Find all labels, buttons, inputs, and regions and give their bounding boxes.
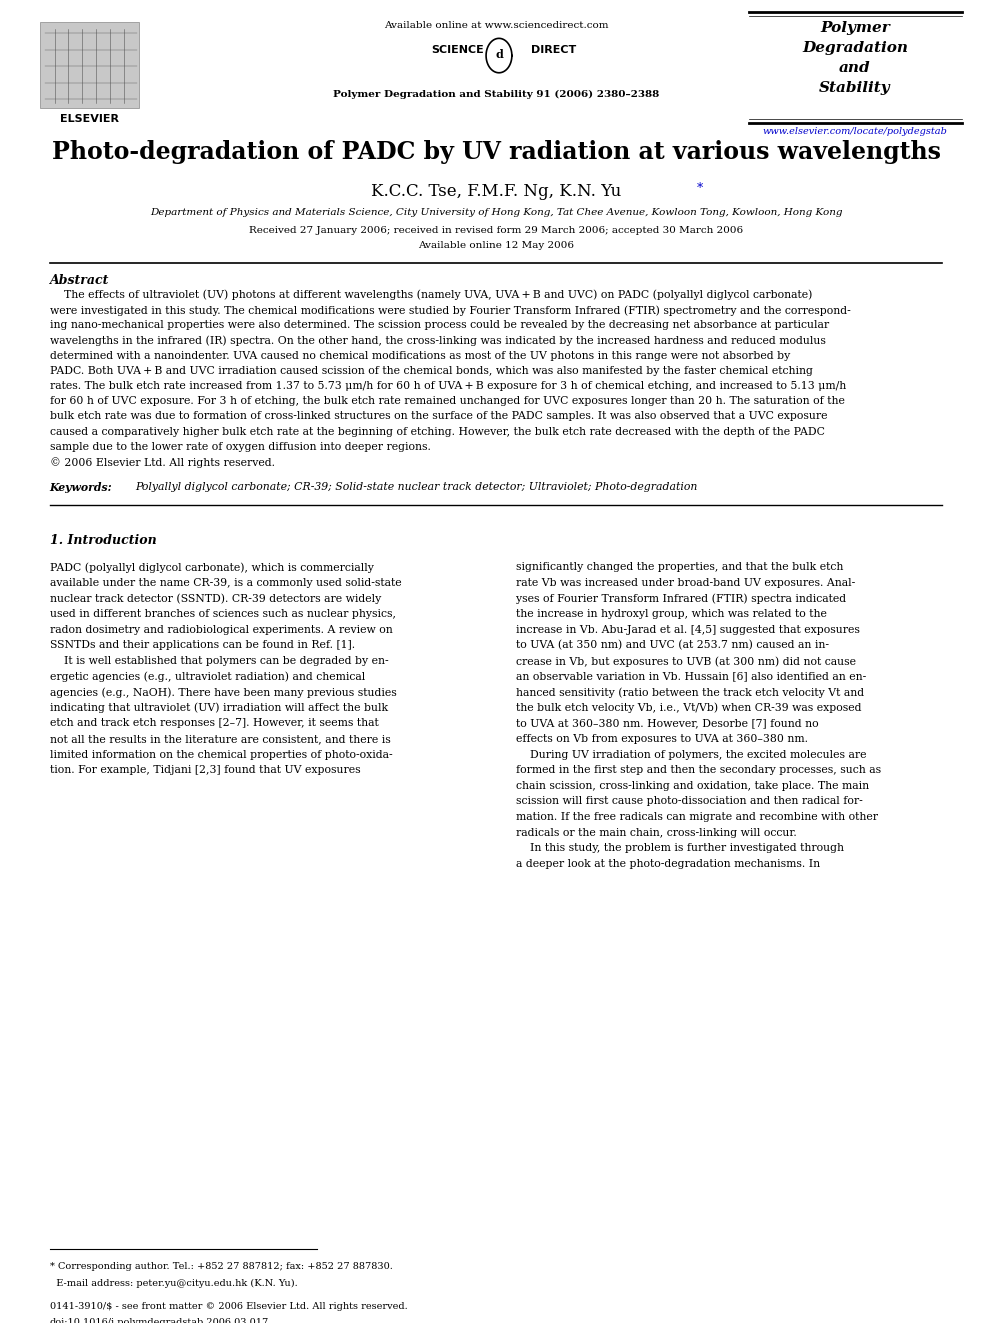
Text: a deeper look at the photo-degradation mechanisms. In: a deeper look at the photo-degradation m… bbox=[516, 859, 820, 869]
Text: ELSEVIER: ELSEVIER bbox=[60, 114, 119, 124]
Text: ergetic agencies (e.g., ultraviolet radiation) and chemical: ergetic agencies (e.g., ultraviolet radi… bbox=[50, 672, 365, 683]
Text: limited information on the chemical properties of photo-oxida-: limited information on the chemical prop… bbox=[50, 750, 392, 759]
Text: agencies (e.g., NaOH). There have been many previous studies: agencies (e.g., NaOH). There have been m… bbox=[50, 687, 397, 697]
Text: bulk etch rate was due to formation of cross-linked structures on the surface of: bulk etch rate was due to formation of c… bbox=[50, 411, 827, 422]
Text: available under the name CR-39, is a commonly used solid-state: available under the name CR-39, is a com… bbox=[50, 578, 401, 587]
Text: Polymer: Polymer bbox=[820, 21, 890, 36]
Text: crease in Vb, but exposures to UVB (at 300 nm) did not cause: crease in Vb, but exposures to UVB (at 3… bbox=[516, 656, 856, 667]
Text: not all the results in the literature are consistent, and there is: not all the results in the literature ar… bbox=[50, 734, 390, 744]
Text: SCIENCE: SCIENCE bbox=[432, 45, 484, 56]
Text: DIRECT: DIRECT bbox=[531, 45, 576, 56]
Text: mation. If the free radicals can migrate and recombine with other: mation. If the free radicals can migrate… bbox=[516, 812, 878, 822]
Text: Degradation: Degradation bbox=[803, 41, 908, 56]
Text: to UVA (at 350 nm) and UVC (at 253.7 nm) caused an in-: to UVA (at 350 nm) and UVC (at 253.7 nm)… bbox=[516, 640, 829, 651]
Text: PADC. Both UVA + B and UVC irradiation caused scission of the chemical bonds, wh: PADC. Both UVA + B and UVC irradiation c… bbox=[50, 365, 812, 376]
Text: caused a comparatively higher bulk etch rate at the beginning of etching. Howeve: caused a comparatively higher bulk etch … bbox=[50, 426, 824, 437]
Text: determined with a nanoindenter. UVA caused no chemical modifications as most of : determined with a nanoindenter. UVA caus… bbox=[50, 351, 790, 361]
Text: significantly changed the properties, and that the bulk etch: significantly changed the properties, an… bbox=[516, 562, 843, 573]
Text: ing nano-mechanical properties were also determined. The scission process could : ing nano-mechanical properties were also… bbox=[50, 320, 828, 331]
Text: Keywords:: Keywords: bbox=[50, 482, 112, 492]
Text: effects on Vb from exposures to UVA at 360–380 nm.: effects on Vb from exposures to UVA at 3… bbox=[516, 734, 807, 744]
Text: Polymer Degradation and Stability 91 (2006) 2380–2388: Polymer Degradation and Stability 91 (20… bbox=[333, 90, 659, 99]
Text: It is well established that polymers can be degraded by en-: It is well established that polymers can… bbox=[50, 656, 388, 665]
Text: were investigated in this study. The chemical modifications were studied by Four: were investigated in this study. The che… bbox=[50, 304, 850, 315]
Text: E-mail address: peter.yu@cityu.edu.hk (K.N. Yu).: E-mail address: peter.yu@cityu.edu.hk (K… bbox=[50, 1279, 298, 1289]
Text: rates. The bulk etch rate increased from 1.37 to 5.73 μm/h for 60 h of UVA + B e: rates. The bulk etch rate increased from… bbox=[50, 381, 846, 392]
Text: Department of Physics and Materials Science, City University of Hong Kong, Tat C: Department of Physics and Materials Scie… bbox=[150, 208, 842, 217]
Text: The effects of ultraviolet (UV) photons at different wavelengths (namely UVA, UV: The effects of ultraviolet (UV) photons … bbox=[50, 290, 812, 300]
Text: © 2006 Elsevier Ltd. All rights reserved.: © 2006 Elsevier Ltd. All rights reserved… bbox=[50, 456, 275, 468]
Text: *: * bbox=[696, 181, 702, 194]
Text: nuclear track detector (SSNTD). CR-39 detectors are widely: nuclear track detector (SSNTD). CR-39 de… bbox=[50, 594, 381, 605]
Text: yses of Fourier Transform Infrared (FTIR) spectra indicated: yses of Fourier Transform Infrared (FTIR… bbox=[516, 594, 846, 605]
Text: SSNTDs and their applications can be found in Ref. [1].: SSNTDs and their applications can be fou… bbox=[50, 640, 355, 651]
Text: an observable variation in Vb. Hussain [6] also identified an en-: an observable variation in Vb. Hussain [… bbox=[516, 672, 866, 681]
Text: rate Vb was increased under broad-band UV exposures. Anal-: rate Vb was increased under broad-band U… bbox=[516, 578, 855, 587]
Text: scission will first cause photo-dissociation and then radical for-: scission will first cause photo-dissocia… bbox=[516, 796, 863, 807]
Text: PADC (polyallyl diglycol carbonate), which is commercially: PADC (polyallyl diglycol carbonate), whi… bbox=[50, 562, 373, 573]
Text: tion. For example, Tidjani [2,3] found that UV exposures: tion. For example, Tidjani [2,3] found t… bbox=[50, 765, 360, 775]
Text: used in different branches of sciences such as nuclear physics,: used in different branches of sciences s… bbox=[50, 609, 396, 619]
Text: radon dosimetry and radiobiological experiments. A review on: radon dosimetry and radiobiological expe… bbox=[50, 624, 393, 635]
Text: doi:10.1016/j.polymdegradstab.2006.03.017: doi:10.1016/j.polymdegradstab.2006.03.01… bbox=[50, 1318, 269, 1323]
Text: the increase in hydroxyl group, which was related to the: the increase in hydroxyl group, which wa… bbox=[516, 609, 826, 619]
Text: Available online at www.sciencedirect.com: Available online at www.sciencedirect.co… bbox=[384, 21, 608, 30]
Text: formed in the first step and then the secondary processes, such as: formed in the first step and then the se… bbox=[516, 765, 881, 775]
Text: radicals or the main chain, cross-linking will occur.: radicals or the main chain, cross-linkin… bbox=[516, 828, 797, 837]
Text: Available online 12 May 2006: Available online 12 May 2006 bbox=[418, 241, 574, 250]
Text: to UVA at 360–380 nm. However, Desorbe [7] found no: to UVA at 360–380 nm. However, Desorbe [… bbox=[516, 718, 818, 729]
Text: Polyallyl diglycol carbonate; CR-39; Solid-state nuclear track detector; Ultravi: Polyallyl diglycol carbonate; CR-39; Sol… bbox=[135, 482, 697, 492]
Text: K.C.C. Tse, F.M.F. Ng, K.N. Yu: K.C.C. Tse, F.M.F. Ng, K.N. Yu bbox=[371, 183, 621, 200]
Text: indicating that ultraviolet (UV) irradiation will affect the bulk: indicating that ultraviolet (UV) irradia… bbox=[50, 703, 388, 713]
Text: wavelengths in the infrared (IR) spectra. On the other hand, the cross-linking w: wavelengths in the infrared (IR) spectra… bbox=[50, 335, 825, 345]
Text: In this study, the problem is further investigated through: In this study, the problem is further in… bbox=[516, 843, 844, 853]
Text: etch and track etch responses [2–7]. However, it seems that: etch and track etch responses [2–7]. How… bbox=[50, 718, 378, 729]
Text: * Corresponding author. Tel.: +852 27 887812; fax: +852 27 887830.: * Corresponding author. Tel.: +852 27 88… bbox=[50, 1262, 393, 1271]
Text: Abstract: Abstract bbox=[50, 274, 109, 287]
Text: Photo-degradation of PADC by UV radiation at various wavelengths: Photo-degradation of PADC by UV radiatio… bbox=[52, 140, 940, 164]
Text: d: d bbox=[495, 49, 503, 60]
Text: During UV irradiation of polymers, the excited molecules are: During UV irradiation of polymers, the e… bbox=[516, 750, 866, 759]
Text: hanced sensitivity (ratio between the track etch velocity Vt and: hanced sensitivity (ratio between the tr… bbox=[516, 687, 864, 697]
FancyBboxPatch shape bbox=[40, 22, 139, 108]
Text: Stability: Stability bbox=[819, 81, 891, 95]
Text: for 60 h of UVC exposure. For 3 h of etching, the bulk etch rate remained unchan: for 60 h of UVC exposure. For 3 h of etc… bbox=[50, 396, 844, 406]
Text: Received 27 January 2006; received in revised form 29 March 2006; accepted 30 Ma: Received 27 January 2006; received in re… bbox=[249, 226, 743, 235]
Text: the bulk etch velocity Vb, i.e., Vt/Vb) when CR-39 was exposed: the bulk etch velocity Vb, i.e., Vt/Vb) … bbox=[516, 703, 861, 713]
Text: increase in Vb. Abu-Jarad et al. [4,5] suggested that exposures: increase in Vb. Abu-Jarad et al. [4,5] s… bbox=[516, 624, 860, 635]
Text: sample due to the lower rate of oxygen diffusion into deeper regions.: sample due to the lower rate of oxygen d… bbox=[50, 442, 431, 452]
Text: and: and bbox=[839, 61, 871, 75]
Text: 0141-3910/$ - see front matter © 2006 Elsevier Ltd. All rights reserved.: 0141-3910/$ - see front matter © 2006 El… bbox=[50, 1302, 408, 1311]
Text: www.elsevier.com/locate/polydegstab: www.elsevier.com/locate/polydegstab bbox=[763, 127, 947, 136]
Text: chain scission, cross-linking and oxidation, take place. The main: chain scission, cross-linking and oxidat… bbox=[516, 781, 869, 791]
Text: 1. Introduction: 1. Introduction bbox=[50, 534, 157, 548]
